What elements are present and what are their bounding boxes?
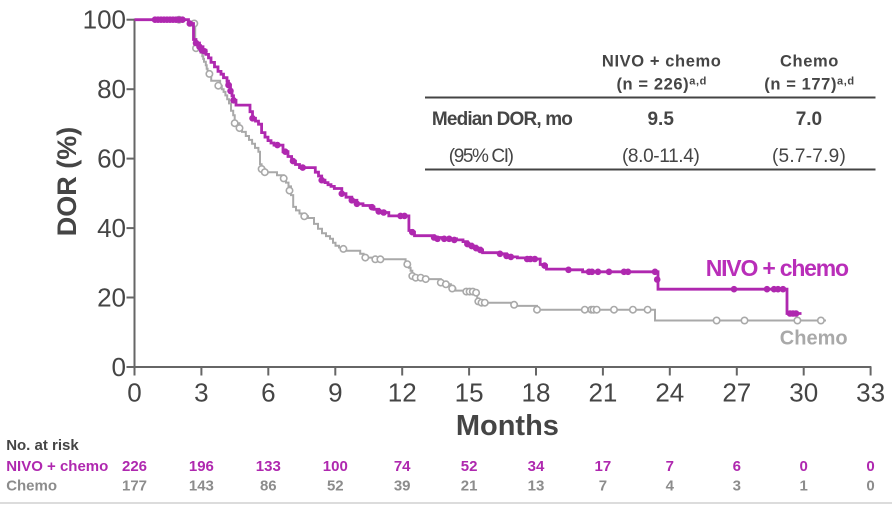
svg-text:NIVO + chemo: NIVO + chemo — [6, 458, 108, 475]
svg-text:39: 39 — [394, 478, 411, 495]
svg-text:52: 52 — [461, 458, 478, 475]
svg-text:(5.7-7.9): (5.7-7.9) — [772, 146, 846, 167]
svg-text:9.5: 9.5 — [647, 109, 674, 130]
svg-text:(n = 226)a,d: (n = 226)a,d — [616, 75, 707, 93]
svg-text:74: 74 — [394, 458, 411, 475]
svg-text:1: 1 — [800, 478, 808, 495]
svg-text:60: 60 — [97, 144, 126, 174]
svg-text:15: 15 — [455, 378, 484, 408]
svg-text:0: 0 — [127, 378, 141, 408]
svg-text:86: 86 — [260, 478, 277, 495]
svg-text:226: 226 — [122, 458, 147, 475]
svg-text:20: 20 — [97, 283, 126, 313]
svg-text:21: 21 — [461, 478, 478, 495]
svg-text:(n = 177)a,d: (n = 177)a,d — [764, 75, 855, 93]
svg-text:NIVO + chemo: NIVO + chemo — [602, 53, 722, 71]
svg-text:Chemo: Chemo — [780, 53, 839, 71]
svg-text:Chemo: Chemo — [780, 328, 848, 350]
svg-text:Months: Months — [456, 410, 559, 442]
svg-text:33: 33 — [856, 378, 885, 408]
svg-text:17: 17 — [595, 458, 612, 475]
svg-text:143: 143 — [189, 478, 214, 495]
svg-text:100: 100 — [83, 5, 126, 35]
svg-text:40: 40 — [97, 213, 126, 243]
svg-text:27: 27 — [722, 378, 751, 408]
svg-text:18: 18 — [522, 378, 551, 408]
svg-text:100: 100 — [323, 458, 348, 475]
svg-text:24: 24 — [655, 378, 684, 408]
svg-text:80: 80 — [97, 74, 126, 104]
svg-text:177: 177 — [122, 478, 147, 495]
svg-text:0: 0 — [800, 458, 808, 475]
svg-text:3: 3 — [194, 378, 208, 408]
svg-text:DOR (%): DOR (%) — [52, 127, 82, 237]
svg-text:0: 0 — [112, 352, 126, 382]
svg-text:7.0: 7.0 — [796, 109, 822, 130]
svg-text:196: 196 — [189, 458, 214, 475]
svg-text:7: 7 — [666, 458, 674, 475]
svg-text:4: 4 — [666, 478, 675, 495]
svg-text:133: 133 — [256, 458, 281, 475]
svg-text:0: 0 — [866, 478, 874, 495]
svg-text:21: 21 — [588, 378, 617, 408]
svg-text:6: 6 — [733, 458, 741, 475]
svg-text:No. at risk: No. at risk — [6, 437, 79, 454]
svg-text:Median DOR, mo: Median DOR, mo — [432, 109, 572, 130]
svg-text:12: 12 — [388, 378, 417, 408]
svg-text:(95% CI): (95% CI) — [449, 146, 514, 167]
svg-text:7: 7 — [599, 478, 607, 495]
svg-text:6: 6 — [261, 378, 275, 408]
svg-text:9: 9 — [328, 378, 342, 408]
svg-text:30: 30 — [789, 378, 818, 408]
svg-text:52: 52 — [327, 478, 344, 495]
svg-text:0: 0 — [866, 458, 874, 475]
svg-text:34: 34 — [528, 458, 545, 475]
svg-text:NIVO + chemo: NIVO + chemo — [706, 255, 849, 281]
svg-text:(8.0-11.4): (8.0-11.4) — [622, 146, 699, 167]
svg-text:13: 13 — [528, 478, 545, 495]
svg-text:3: 3 — [733, 478, 741, 495]
svg-text:Chemo: Chemo — [6, 478, 57, 495]
